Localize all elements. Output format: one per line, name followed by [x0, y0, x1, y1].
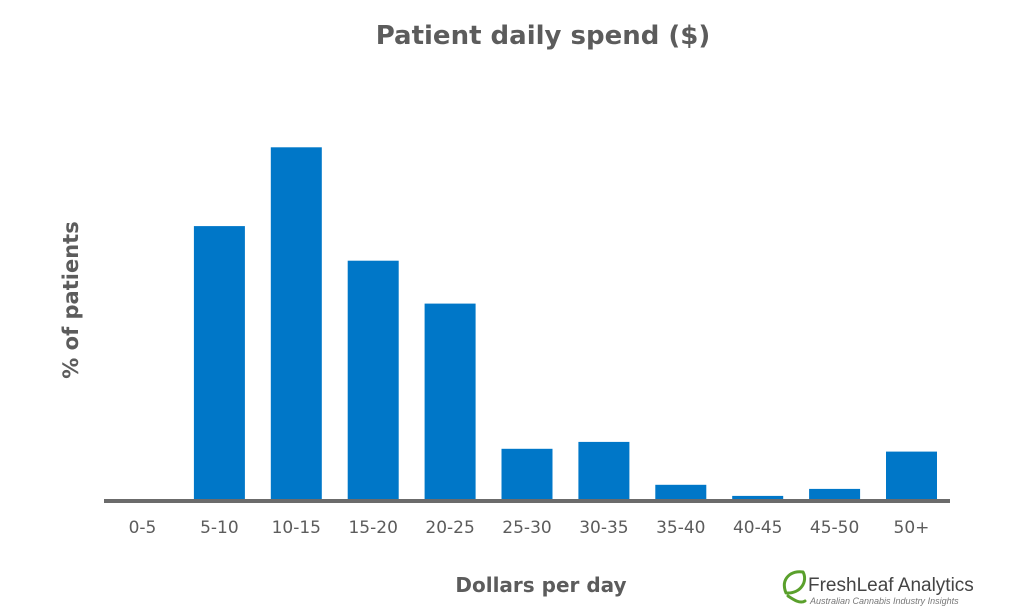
bar-30-35 — [578, 441, 630, 500]
brand-name: FreshLeaf Analytics — [808, 575, 974, 596]
x-tick-label: 30-35 — [579, 518, 628, 538]
bar-25-30 — [501, 448, 553, 500]
brand-logo: FreshLeaf Analytics Australian Cannabis … — [783, 570, 974, 606]
x-tick-label: 15-20 — [348, 518, 397, 538]
bar-45-50 — [809, 488, 861, 500]
bar-50+ — [886, 451, 937, 500]
y-axis-label: % of patients — [59, 221, 83, 378]
bar-10-15 — [270, 147, 322, 501]
x-tick-labels: 0-5 5-10 10-15 15-20 20-25 25-30 30-35 35-40 40-… — [129, 518, 930, 538]
x-tick-label: 50+ — [894, 518, 930, 538]
bar-40-45 — [732, 495, 784, 501]
x-tick-label: 25-30 — [502, 518, 551, 538]
x-tick-label: 45-50 — [810, 518, 859, 538]
bar-35-40 — [655, 484, 707, 500]
x-tick-label: 20-25 — [425, 518, 474, 538]
chart-title: Patient daily spend ($) — [376, 21, 711, 51]
bars-group — [193, 147, 937, 501]
brand-tagline: Australian Cannabis Industry Insights — [809, 596, 959, 606]
x-tick-label: 35-40 — [656, 518, 705, 538]
x-tick-label: 40-45 — [733, 518, 782, 538]
x-tick-label: 0-5 — [129, 518, 157, 538]
bar-5-10 — [193, 226, 245, 500]
leaf-icon — [783, 570, 807, 604]
x-tick-label: 5-10 — [200, 518, 239, 538]
x-axis-label: Dollars per day — [455, 573, 626, 597]
bar-15-20 — [347, 260, 399, 500]
bar-20-25 — [424, 303, 476, 500]
x-tick-label: 10-15 — [272, 518, 321, 538]
